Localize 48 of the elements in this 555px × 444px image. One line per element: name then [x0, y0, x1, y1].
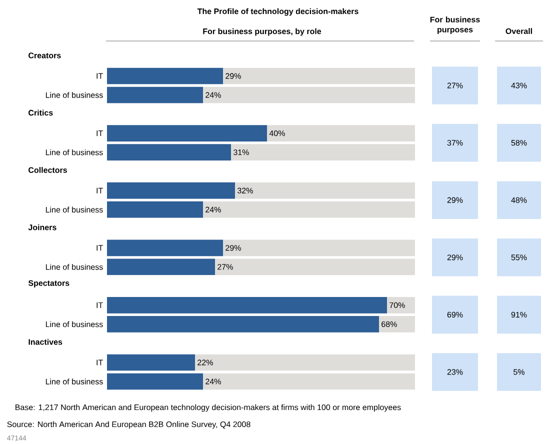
chart-title: Spectators — [28, 280, 70, 288]
text: Overall — [506, 28, 532, 34]
y-tick-label: IT — [96, 188, 103, 194]
data-label: 29% — [447, 254, 463, 260]
y-tick-label: IT — [96, 130, 103, 136]
data-label: 55% — [511, 254, 527, 260]
data-label: 43% — [511, 82, 527, 88]
data-label: 24% — [206, 92, 221, 98]
data-label: 69% — [447, 312, 463, 318]
data-label: 24% — [206, 378, 221, 384]
data-label: 29% — [226, 245, 241, 251]
data-label: 24% — [206, 206, 221, 212]
source-note: Source: North American And European B2B Online Survey, Q4 2008 — [7, 421, 250, 429]
data-label: 91% — [511, 312, 527, 318]
y-tick-label: Line of business — [46, 321, 103, 328]
text: The Profile of technology decision-makers — [197, 8, 358, 16]
data-label: 5% — [514, 369, 524, 375]
data-label: 31% — [234, 149, 249, 156]
y-tick-label: Line of business — [46, 92, 103, 98]
y-tick-label: IT — [96, 73, 103, 79]
y-tick-label: IT — [96, 360, 103, 366]
chart-title: Creators — [28, 52, 61, 58]
chart-title: Inactives — [28, 338, 62, 345]
data-label: 23% — [447, 369, 463, 375]
data-label: 27% — [447, 82, 463, 88]
y-tick-label: IT — [96, 245, 103, 251]
text: Base: 1,217 North American and European technology decision-makers at firms with 100 or more employees — [16, 404, 401, 412]
data-label: 29% — [226, 73, 241, 79]
data-label: 40% — [269, 130, 285, 136]
text: Joiners — [28, 224, 56, 230]
y-tick-label: Line of business — [46, 378, 103, 384]
data-label: 22% — [198, 360, 213, 366]
text: Critics — [28, 110, 53, 116]
y-tick-label: Line of business — [46, 264, 103, 270]
data-label: 68% — [382, 321, 397, 328]
data-label: 32% — [238, 188, 253, 194]
text: For business purposes — [430, 16, 480, 34]
data-label: 37% — [447, 140, 463, 146]
data-label: 29% — [447, 197, 463, 203]
data-label: 48% — [511, 197, 527, 203]
text: For business purposes, by role — [203, 28, 322, 36]
y-tick-label: IT — [96, 302, 103, 308]
data-label: 27% — [218, 264, 233, 270]
data-label: 70% — [390, 302, 405, 308]
y-tick-label: Line of business — [46, 206, 103, 213]
data-label: 58% — [511, 140, 527, 146]
y-tick-label: Line of business — [46, 149, 103, 156]
chart-title: Collectors — [28, 167, 67, 173]
